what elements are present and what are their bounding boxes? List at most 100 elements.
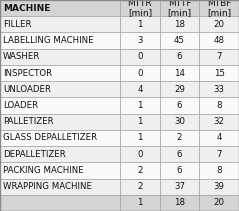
Bar xyxy=(0,146,120,162)
Bar xyxy=(0,179,120,195)
Text: LABELLING MACHINE: LABELLING MACHINE xyxy=(3,36,93,45)
Text: 6: 6 xyxy=(177,52,182,61)
Bar xyxy=(0,32,120,49)
Bar xyxy=(120,81,160,97)
Text: MTBF
[min]: MTBF [min] xyxy=(207,0,231,18)
Text: INSPECTOR: INSPECTOR xyxy=(3,69,52,77)
Bar xyxy=(0,114,120,130)
Bar xyxy=(160,130,199,146)
Text: MTTR
[min]: MTTR [min] xyxy=(128,0,152,18)
Text: 4: 4 xyxy=(137,85,143,94)
Text: 45: 45 xyxy=(174,36,185,45)
Bar xyxy=(0,16,120,32)
Text: 8: 8 xyxy=(217,101,222,110)
Bar xyxy=(160,32,199,49)
Bar xyxy=(120,49,160,65)
Bar xyxy=(120,130,160,146)
Bar xyxy=(0,97,120,114)
Text: PALLETIZER: PALLETIZER xyxy=(3,117,54,126)
Text: 33: 33 xyxy=(214,85,225,94)
Bar xyxy=(199,114,239,130)
Text: 14: 14 xyxy=(174,69,185,77)
Text: DEPALLETIZER: DEPALLETIZER xyxy=(3,150,66,159)
Bar xyxy=(199,65,239,81)
Text: 0: 0 xyxy=(137,69,143,77)
Bar xyxy=(199,0,239,16)
Bar xyxy=(120,16,160,32)
Text: 2: 2 xyxy=(137,166,143,175)
Text: 30: 30 xyxy=(174,117,185,126)
Bar xyxy=(199,97,239,114)
Bar xyxy=(0,130,120,146)
Bar xyxy=(0,162,120,179)
Text: GLASS DEPALLETIZER: GLASS DEPALLETIZER xyxy=(3,134,97,142)
Bar xyxy=(120,179,160,195)
Bar xyxy=(160,114,199,130)
Text: MTTF
[min]: MTTF [min] xyxy=(168,0,192,18)
Bar xyxy=(199,16,239,32)
Bar xyxy=(199,162,239,179)
Text: 18: 18 xyxy=(174,198,185,207)
Bar xyxy=(120,162,160,179)
Bar xyxy=(160,162,199,179)
Text: 7: 7 xyxy=(217,52,222,61)
Text: 1: 1 xyxy=(137,20,143,29)
Text: LOADER: LOADER xyxy=(3,101,38,110)
Bar xyxy=(199,146,239,162)
Bar xyxy=(199,49,239,65)
Text: 48: 48 xyxy=(214,36,225,45)
Text: WRAPPING MACHINE: WRAPPING MACHINE xyxy=(3,182,92,191)
Text: 20: 20 xyxy=(214,20,225,29)
Bar xyxy=(199,179,239,195)
Text: 39: 39 xyxy=(214,182,225,191)
Text: 0: 0 xyxy=(137,150,143,159)
Text: 20: 20 xyxy=(214,198,225,207)
Bar xyxy=(160,146,199,162)
Text: 18: 18 xyxy=(174,20,185,29)
Bar xyxy=(199,81,239,97)
Bar xyxy=(160,65,199,81)
Text: 1: 1 xyxy=(137,198,143,207)
Text: 37: 37 xyxy=(174,182,185,191)
Bar xyxy=(199,130,239,146)
Bar xyxy=(0,49,120,65)
Text: 6: 6 xyxy=(177,150,182,159)
Bar xyxy=(120,97,160,114)
Bar xyxy=(160,195,199,211)
Bar xyxy=(120,65,160,81)
Text: 15: 15 xyxy=(214,69,225,77)
Text: UNLOADER: UNLOADER xyxy=(3,85,51,94)
Text: 1: 1 xyxy=(137,101,143,110)
Bar xyxy=(0,0,120,16)
Bar xyxy=(120,32,160,49)
Text: 3: 3 xyxy=(137,36,143,45)
Bar xyxy=(120,195,160,211)
Text: PACKING MACHINE: PACKING MACHINE xyxy=(3,166,84,175)
Text: 2: 2 xyxy=(177,134,182,142)
Bar xyxy=(199,32,239,49)
Bar xyxy=(160,97,199,114)
Text: 0: 0 xyxy=(137,52,143,61)
Bar xyxy=(0,81,120,97)
Text: 4: 4 xyxy=(217,134,222,142)
Text: MACHINE: MACHINE xyxy=(3,4,50,13)
Text: 1: 1 xyxy=(137,117,143,126)
Text: 2: 2 xyxy=(137,182,143,191)
Bar xyxy=(199,195,239,211)
Text: WASHER: WASHER xyxy=(3,52,40,61)
Text: 1: 1 xyxy=(137,134,143,142)
Text: 32: 32 xyxy=(214,117,225,126)
Text: FILLER: FILLER xyxy=(3,20,31,29)
Bar xyxy=(0,65,120,81)
Text: 8: 8 xyxy=(217,166,222,175)
Bar xyxy=(160,179,199,195)
Bar xyxy=(120,146,160,162)
Bar xyxy=(160,49,199,65)
Bar xyxy=(0,195,120,211)
Bar xyxy=(160,81,199,97)
Bar xyxy=(160,0,199,16)
Bar xyxy=(120,0,160,16)
Bar xyxy=(160,16,199,32)
Text: 29: 29 xyxy=(174,85,185,94)
Text: 6: 6 xyxy=(177,101,182,110)
